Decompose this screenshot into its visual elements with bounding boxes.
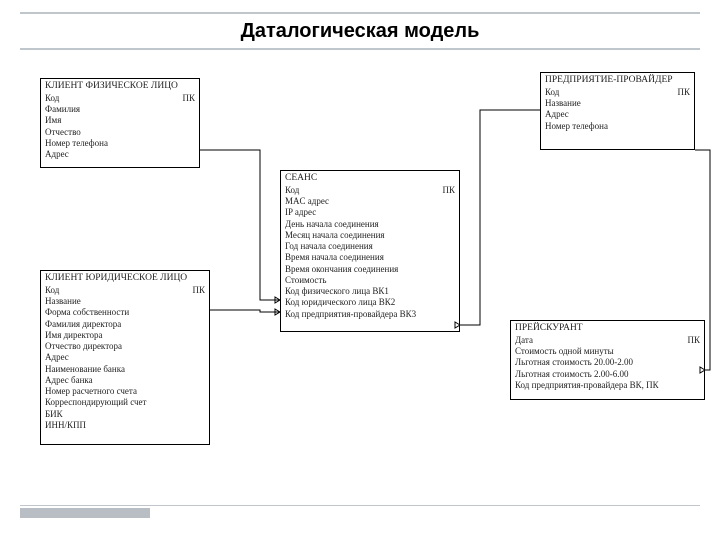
entity-field: Адрес <box>545 109 690 120</box>
entity-field: Адрес <box>45 352 205 363</box>
entity-field: Фамилия директора <box>45 319 205 330</box>
entity-client-physical: КЛИЕНТ ФИЗИЧЕСКОЕ ЛИЦОКодПКФамилияИмяОтч… <box>40 78 200 168</box>
entity-field: Стоимость одной минуты <box>515 346 700 357</box>
entity-field: Время окончания соединения <box>285 264 455 275</box>
entity-field: Номер телефона <box>45 138 195 149</box>
entity-key-row: КодПК <box>45 285 205 296</box>
entity-field: Наименование банка <box>45 364 205 375</box>
entity-field: Отчество <box>45 127 195 138</box>
entity-field: Стоимость <box>285 275 455 286</box>
entity-field: Код физического лица ВК1 <box>285 286 455 297</box>
entity-field: ИНН/КПП <box>45 420 205 431</box>
entity-field: Имя <box>45 115 195 126</box>
entity-title: КЛИЕНТ ЮРИДИЧЕСКОЕ ЛИЦО <box>45 273 205 285</box>
entity-field: Год начала соединения <box>285 241 455 252</box>
entity-key-row: КодПК <box>545 87 690 98</box>
entity-field: IP адрес <box>285 207 455 218</box>
entity-field: Адрес <box>45 149 195 160</box>
entity-field: Имя директора <box>45 330 205 341</box>
entity-field: Фамилия <box>45 104 195 115</box>
entity-field: Адрес банка <box>45 375 205 386</box>
entity-field: Код предприятия-провайдера ВК, ПК <box>515 380 700 391</box>
title-band: Даталогическая модель <box>20 12 700 50</box>
entity-field: День начала соединения <box>285 219 455 230</box>
entity-key-row: КодПК <box>285 185 455 196</box>
entity-title: ПРЕДПРИЯТИЕ-ПРОВАЙДЕР <box>545 75 690 87</box>
link-provider-session <box>460 110 540 325</box>
entity-field: Код предприятия-провайдера ВК3 <box>285 309 455 320</box>
entity-key-row: ДатаПК <box>515 335 700 346</box>
entity-title: КЛИЕНТ ФИЗИЧЕСКОЕ ЛИЦО <box>45 81 195 93</box>
entity-title: ПРЕЙСКУРАНТ <box>515 323 700 335</box>
entity-field: Номер расчетного счета <box>45 386 205 397</box>
entity-title: СЕАНС <box>285 173 455 185</box>
entity-field: Время начала соединения <box>285 252 455 263</box>
link-client_jur-session <box>210 310 280 312</box>
entity-pricelist: ПРЕЙСКУРАНТДатаПКСтоимость одной минутыЛ… <box>510 320 705 400</box>
footer-accent-bar <box>20 508 150 518</box>
entity-session: СЕАНСКодПКMAC адресIP адресДень начала с… <box>280 170 460 332</box>
entity-field: Месяц начала соединения <box>285 230 455 241</box>
entity-field: Код юридического лица ВК2 <box>285 297 455 308</box>
page-title: Даталогическая модель <box>241 20 480 43</box>
entity-field: Корреспондирующий счет <box>45 397 205 408</box>
entity-field: Отчество директора <box>45 341 205 352</box>
entity-field: Льготная стоимость 2.00-6.00 <box>515 369 700 380</box>
entity-key-row: КодПК <box>45 93 195 104</box>
footer-divider <box>20 505 700 506</box>
entity-field: БИК <box>45 409 205 420</box>
entity-field: Название <box>545 98 690 109</box>
entity-field: Номер телефона <box>545 121 690 132</box>
entity-field: Льготная стоимость 20.00-2.00 <box>515 357 700 368</box>
entity-field: Название <box>45 296 205 307</box>
entity-field: MAC адрес <box>285 196 455 207</box>
entity-field: Форма собственности <box>45 307 205 318</box>
entity-provider: ПРЕДПРИЯТИЕ-ПРОВАЙДЕРКодПКНазваниеАдресН… <box>540 72 695 150</box>
link-client_phys-session <box>200 150 280 300</box>
entity-client-legal: КЛИЕНТ ЮРИДИЧЕСКОЕ ЛИЦОКодПКНазваниеФорм… <box>40 270 210 445</box>
